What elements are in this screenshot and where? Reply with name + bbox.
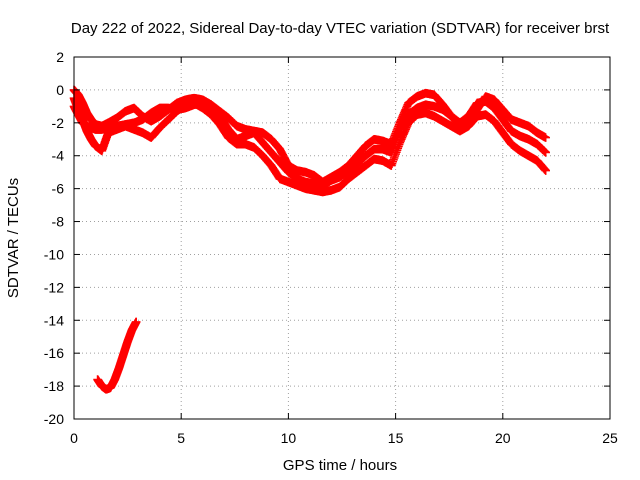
series-track-c — [69, 93, 550, 197]
y-tick-label: -8 — [52, 214, 65, 230]
data-point-marker — [131, 317, 141, 327]
y-tick-label: -18 — [44, 378, 64, 394]
chart-title: Day 222 of 2022, Sidereal Day-to-day VTE… — [71, 20, 610, 37]
y-tick-label: -20 — [44, 411, 64, 427]
y-tick-label: 0 — [56, 82, 64, 98]
y-tick-label: -2 — [52, 115, 65, 131]
y-tick-label: -6 — [52, 181, 65, 197]
data-point-marker — [541, 133, 550, 142]
data-point-marker — [541, 148, 550, 157]
data-layer — [69, 85, 550, 394]
x-tick-label: 20 — [495, 430, 511, 446]
x-tick-label: 5 — [177, 430, 185, 446]
x-tick-label: 15 — [388, 430, 404, 446]
x-tick-label: 0 — [70, 430, 78, 446]
y-tick-label: -4 — [52, 148, 65, 164]
x-tick-label: 25 — [602, 430, 618, 446]
y-axis-label: SDTVAR / TECUs — [5, 178, 22, 298]
plot-frame — [73, 56, 611, 420]
y-tick-label: -14 — [44, 312, 64, 328]
x-axis-label: GPS time / hours — [283, 457, 397, 474]
y-tick-label: -16 — [44, 345, 64, 361]
y-tick-label: 2 — [56, 49, 64, 65]
y-tick-label: -10 — [44, 246, 64, 262]
x-tick-label: 10 — [281, 430, 297, 446]
series-track-d — [93, 317, 141, 394]
data-point-marker — [541, 166, 550, 175]
y-tick-label: -12 — [44, 279, 64, 295]
